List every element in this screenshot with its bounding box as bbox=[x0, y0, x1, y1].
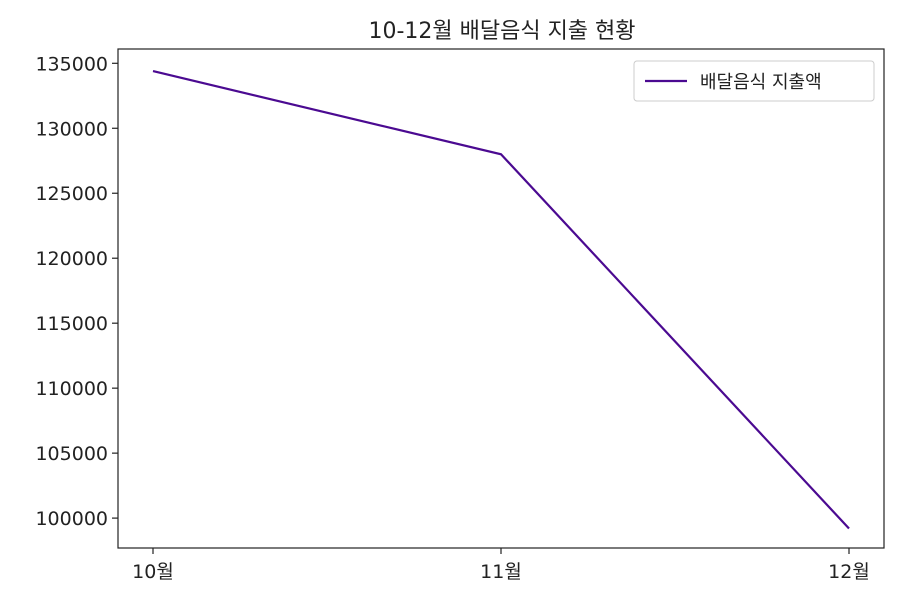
legend-label: 배달음식 지출액 bbox=[700, 72, 822, 93]
legend: 배달음식 지출액 bbox=[633, 60, 875, 102]
series-line bbox=[152, 70, 850, 530]
y-tick-label: 115000 bbox=[35, 313, 108, 335]
y-tick-label: 125000 bbox=[35, 183, 108, 205]
y-tick-label: 135000 bbox=[35, 53, 108, 75]
y-axis: 100000 105000 110000 115000 120000 125000 1300… bbox=[35, 53, 118, 530]
y-tick-label: 110000 bbox=[35, 378, 108, 400]
y-tick-label: 120000 bbox=[35, 248, 108, 270]
x-tick-label: 11월 bbox=[480, 561, 522, 583]
x-tick-label: 12월 bbox=[828, 561, 870, 583]
plot-frame bbox=[117, 48, 885, 549]
x-tick-label: 10월 bbox=[132, 561, 174, 583]
legend-box bbox=[633, 60, 875, 102]
plot-area bbox=[152, 70, 850, 530]
y-tick-label: 100000 bbox=[35, 508, 108, 530]
chart-title: 10-12월 배달음식 지출 현황 bbox=[368, 19, 635, 44]
y-tick-label: 130000 bbox=[35, 118, 108, 140]
x-axis: 10월 11월 12월 bbox=[132, 548, 870, 583]
y-tick-label: 105000 bbox=[35, 443, 108, 465]
